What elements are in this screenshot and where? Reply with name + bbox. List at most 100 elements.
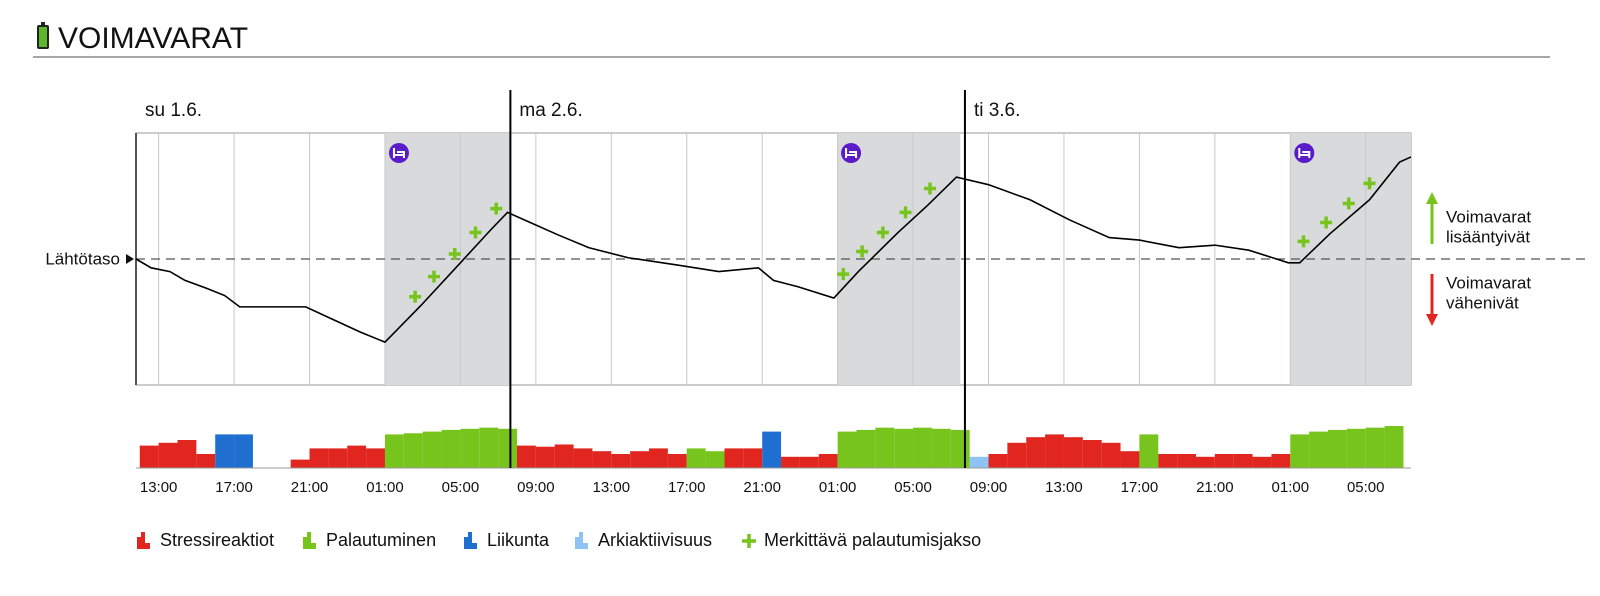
recovery-marker <box>1297 235 1310 248</box>
activity-bar <box>403 433 423 468</box>
x-tick-label: 13:00 <box>140 479 178 496</box>
legend-label: Stressireaktiot <box>160 530 274 550</box>
recovery-marker <box>1320 216 1333 229</box>
activity-bar <box>1252 456 1272 468</box>
recovery-marker <box>837 268 850 281</box>
battery-icon <box>37 25 49 49</box>
activity-bar <box>969 456 989 468</box>
activity-bar <box>460 428 480 468</box>
x-tick-label: 05:00 <box>442 479 480 496</box>
recovery-marker <box>1342 197 1355 210</box>
activity-bar <box>1233 454 1253 468</box>
activity-bar <box>592 451 612 468</box>
recovery-marker <box>924 182 937 195</box>
activity-bar <box>724 448 744 468</box>
activity-bar <box>479 427 499 468</box>
activity-bar <box>1120 451 1140 468</box>
activity-bar <box>554 444 574 468</box>
x-tick-label: 01:00 <box>819 479 857 496</box>
sleep-icon-bed <box>392 148 405 158</box>
recovery-marker <box>448 247 461 260</box>
annotation-arrowhead <box>1426 314 1438 326</box>
activity-bar <box>1026 437 1046 468</box>
activity-bar <box>290 459 310 468</box>
activity-bar <box>384 434 404 468</box>
activity-bar <box>1101 442 1121 468</box>
legend-swatch <box>742 534 756 548</box>
recovery-marker <box>876 226 889 239</box>
x-tick-label: 13:00 <box>1045 479 1083 496</box>
activity-bar <box>1271 454 1291 468</box>
activity-bar <box>215 434 235 468</box>
activity-bar <box>1384 426 1404 468</box>
recovery-marker <box>409 290 422 303</box>
activity-bar <box>818 454 838 468</box>
activity-bar <box>1290 434 1310 468</box>
activity-bar <box>1139 434 1159 468</box>
activity-bar <box>139 445 159 468</box>
activity-bar <box>1346 428 1366 468</box>
activity-bar <box>422 431 442 468</box>
recovery-marker <box>469 226 482 239</box>
activity-bar <box>856 429 876 468</box>
page-title: VOIMAVARAT <box>58 22 248 55</box>
sleep-period <box>837 133 961 385</box>
x-tick-label: 17:00 <box>1121 479 1159 496</box>
sleep-icon-bed <box>1298 148 1311 158</box>
day-label: ti 3.6. <box>974 100 1020 121</box>
x-tick-label: 17:00 <box>668 479 706 496</box>
annotation-text: lisääntyivät <box>1446 227 1530 246</box>
activity-bar <box>516 445 536 468</box>
activity-bar <box>686 448 706 468</box>
resource-line <box>135 156 1412 344</box>
activity-bar <box>1309 431 1329 468</box>
x-tick-label: 01:00 <box>1272 479 1310 496</box>
legend-label: Palautuminen <box>326 530 436 550</box>
activity-bar <box>667 454 687 468</box>
activity-bar <box>535 446 555 468</box>
activity-bar <box>913 427 932 468</box>
annotation-text: Voimavarat <box>1446 207 1531 226</box>
x-tick-label: 21:00 <box>1196 479 1234 496</box>
activity-bar <box>196 454 216 468</box>
legend-label: Merkittävä palautumisjakso <box>764 530 981 550</box>
activity-bar <box>630 451 650 468</box>
activity-bar <box>649 448 668 468</box>
activity-bar <box>950 429 970 468</box>
activity-bar <box>573 448 593 468</box>
activity-bar <box>875 427 895 468</box>
activity-bar <box>894 428 914 468</box>
activity-bar <box>743 448 763 468</box>
activity-bar <box>1158 454 1178 468</box>
x-tick-label: 05:00 <box>1347 479 1385 496</box>
activity-bar <box>1177 454 1196 468</box>
activity-bar <box>837 431 857 468</box>
activity-bar <box>799 456 819 468</box>
activity-bar <box>441 429 461 468</box>
activity-bar <box>705 451 725 468</box>
activity-bar <box>1328 429 1347 468</box>
recovery-marker <box>1363 177 1376 190</box>
activity-bar <box>498 428 517 468</box>
legend-swatch <box>137 532 150 549</box>
legend-swatch <box>303 532 316 549</box>
activity-bar <box>611 454 631 468</box>
annotation-arrowhead <box>1426 192 1438 204</box>
baseline-arrow <box>126 254 134 264</box>
activity-bar <box>1195 456 1215 468</box>
activity-bar <box>158 442 178 468</box>
activity-bar <box>1007 442 1027 468</box>
activity-bar <box>781 456 800 468</box>
recovery-marker <box>490 202 503 215</box>
x-tick-label: 13:00 <box>593 479 631 496</box>
baseline-label: Lähtötaso <box>45 249 120 268</box>
recovery-marker <box>856 245 869 258</box>
activity-bar <box>988 454 1008 468</box>
day-label: su 1.6. <box>145 100 202 121</box>
annotation-text: vähenivät <box>1446 293 1519 312</box>
activity-bar <box>1082 440 1102 468</box>
activity-bar <box>328 448 348 468</box>
activity-bar <box>347 445 367 468</box>
